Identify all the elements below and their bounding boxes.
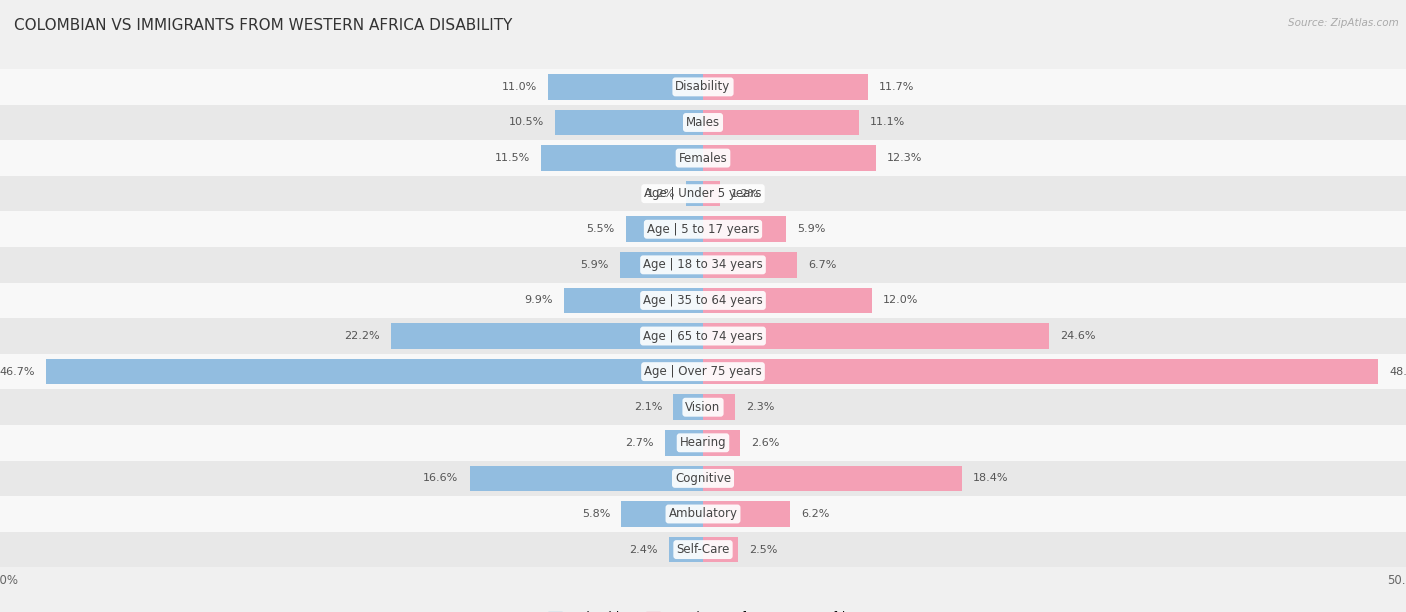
Bar bbox=[626, 217, 703, 242]
Text: Age | 5 to 17 years: Age | 5 to 17 years bbox=[647, 223, 759, 236]
Text: 2.1%: 2.1% bbox=[634, 402, 662, 412]
Text: Age | 18 to 34 years: Age | 18 to 34 years bbox=[643, 258, 763, 271]
Text: COLOMBIAN VS IMMIGRANTS FROM WESTERN AFRICA DISABILITY: COLOMBIAN VS IMMIGRANTS FROM WESTERN AFR… bbox=[14, 18, 512, 34]
Bar bbox=[703, 145, 876, 171]
Bar bbox=[0, 212, 1406, 247]
Text: 5.5%: 5.5% bbox=[586, 224, 614, 234]
Bar bbox=[703, 252, 797, 278]
Bar bbox=[555, 110, 703, 135]
Bar bbox=[703, 466, 962, 491]
Text: 11.0%: 11.0% bbox=[502, 82, 537, 92]
Text: Source: ZipAtlas.com: Source: ZipAtlas.com bbox=[1288, 18, 1399, 28]
Text: 12.0%: 12.0% bbox=[883, 296, 918, 305]
Text: 5.9%: 5.9% bbox=[581, 260, 609, 270]
Bar bbox=[0, 176, 1406, 212]
Bar bbox=[0, 532, 1406, 567]
Text: 48.0%: 48.0% bbox=[1389, 367, 1406, 376]
Text: 11.7%: 11.7% bbox=[879, 82, 914, 92]
Bar bbox=[703, 359, 1378, 384]
Bar bbox=[703, 501, 790, 527]
Text: 1.2%: 1.2% bbox=[731, 188, 759, 199]
Bar bbox=[564, 288, 703, 313]
Bar bbox=[703, 74, 868, 100]
Bar bbox=[703, 430, 740, 455]
Text: Self-Care: Self-Care bbox=[676, 543, 730, 556]
Text: 5.9%: 5.9% bbox=[797, 224, 825, 234]
Text: Age | 35 to 64 years: Age | 35 to 64 years bbox=[643, 294, 763, 307]
Legend: Colombian, Immigrants from Western Africa: Colombian, Immigrants from Western Afric… bbox=[543, 606, 863, 612]
Bar bbox=[673, 394, 703, 420]
Text: 10.5%: 10.5% bbox=[509, 118, 544, 127]
Text: Age | 65 to 74 years: Age | 65 to 74 years bbox=[643, 329, 763, 343]
Bar bbox=[46, 359, 703, 384]
Bar bbox=[703, 217, 786, 242]
Bar bbox=[470, 466, 703, 491]
Text: Hearing: Hearing bbox=[679, 436, 727, 449]
Bar bbox=[0, 496, 1406, 532]
Bar bbox=[620, 252, 703, 278]
Bar bbox=[703, 323, 1049, 349]
Bar bbox=[0, 354, 1406, 389]
Bar bbox=[0, 425, 1406, 461]
Bar bbox=[0, 69, 1406, 105]
Text: Vision: Vision bbox=[685, 401, 721, 414]
Bar bbox=[0, 461, 1406, 496]
Text: 22.2%: 22.2% bbox=[344, 331, 380, 341]
Bar bbox=[548, 74, 703, 100]
Text: 1.2%: 1.2% bbox=[647, 188, 675, 199]
Bar bbox=[665, 430, 703, 455]
Text: 12.3%: 12.3% bbox=[887, 153, 922, 163]
Text: 24.6%: 24.6% bbox=[1060, 331, 1095, 341]
Text: 11.1%: 11.1% bbox=[870, 118, 905, 127]
Text: Females: Females bbox=[679, 152, 727, 165]
Text: 18.4%: 18.4% bbox=[973, 474, 1008, 483]
Text: 6.2%: 6.2% bbox=[801, 509, 830, 519]
Text: Males: Males bbox=[686, 116, 720, 129]
Bar bbox=[0, 247, 1406, 283]
Text: 2.5%: 2.5% bbox=[749, 545, 778, 554]
Text: 2.6%: 2.6% bbox=[751, 438, 779, 448]
Bar bbox=[703, 110, 859, 135]
Text: Age | Over 75 years: Age | Over 75 years bbox=[644, 365, 762, 378]
Text: 6.7%: 6.7% bbox=[808, 260, 837, 270]
Text: Age | Under 5 years: Age | Under 5 years bbox=[644, 187, 762, 200]
Bar bbox=[0, 318, 1406, 354]
Text: 5.8%: 5.8% bbox=[582, 509, 610, 519]
Bar bbox=[391, 323, 703, 349]
Text: Disability: Disability bbox=[675, 80, 731, 94]
Bar bbox=[703, 288, 872, 313]
Text: Cognitive: Cognitive bbox=[675, 472, 731, 485]
Text: 2.7%: 2.7% bbox=[626, 438, 654, 448]
Bar bbox=[669, 537, 703, 562]
Bar bbox=[621, 501, 703, 527]
Bar bbox=[703, 394, 735, 420]
Text: 9.9%: 9.9% bbox=[524, 296, 553, 305]
Text: 2.3%: 2.3% bbox=[747, 402, 775, 412]
Bar bbox=[0, 140, 1406, 176]
Bar bbox=[0, 105, 1406, 140]
Text: 2.4%: 2.4% bbox=[630, 545, 658, 554]
Bar bbox=[686, 181, 703, 206]
Text: 46.7%: 46.7% bbox=[0, 367, 35, 376]
Bar bbox=[0, 389, 1406, 425]
Text: Ambulatory: Ambulatory bbox=[668, 507, 738, 520]
Bar bbox=[703, 537, 738, 562]
Text: 16.6%: 16.6% bbox=[423, 474, 458, 483]
Bar bbox=[0, 283, 1406, 318]
Text: 11.5%: 11.5% bbox=[495, 153, 530, 163]
Bar bbox=[541, 145, 703, 171]
Bar bbox=[703, 181, 720, 206]
